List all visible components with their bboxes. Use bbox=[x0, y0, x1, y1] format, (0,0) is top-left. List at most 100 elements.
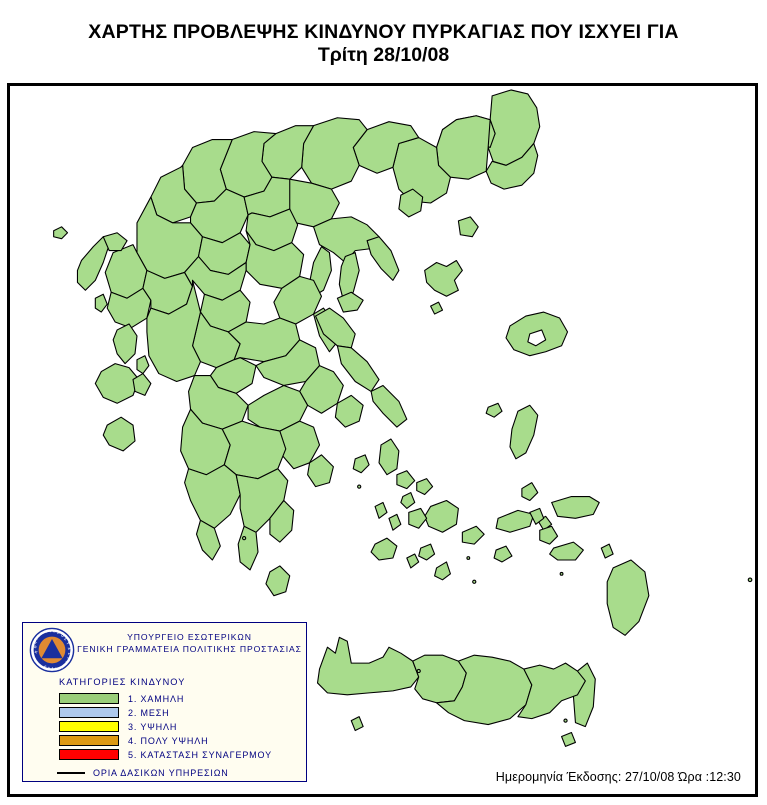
svg-text:Λ: Λ bbox=[33, 640, 38, 645]
svg-text:Ι: Ι bbox=[35, 637, 38, 641]
svg-text:Π: Π bbox=[34, 650, 39, 654]
island-folegandros bbox=[406, 553, 420, 569]
svg-text:Κ: Κ bbox=[44, 630, 47, 634]
island-corfu-north bbox=[102, 232, 128, 252]
legend-row-alarm: 5. ΚΑΤΑΣΤΑΣΗ ΣΥΝΑΓΕΡΜΟΥ bbox=[59, 748, 306, 761]
island-andros bbox=[378, 438, 400, 476]
island-paros bbox=[408, 507, 428, 529]
svg-text:Τ: Τ bbox=[65, 642, 70, 647]
region-xanthi-s bbox=[436, 115, 491, 180]
island-samos bbox=[551, 495, 600, 519]
island-paxoi bbox=[94, 293, 108, 313]
island-leros bbox=[529, 507, 545, 525]
legend-header: Π Ο Λ Ι Τ Ι Κ Η Π Ρ Ο Σ Τ Α Σ Ι Α bbox=[23, 623, 306, 675]
greece-fire-risk-map[interactable] bbox=[10, 86, 755, 794]
region-heraklion bbox=[436, 654, 533, 726]
island-rodos bbox=[606, 559, 650, 636]
swatch-risk-4 bbox=[59, 735, 119, 746]
svg-text:Ι: Ι bbox=[66, 657, 70, 658]
island-thasos bbox=[398, 188, 424, 218]
island-limnos bbox=[424, 259, 463, 297]
island-kos bbox=[549, 541, 584, 561]
title-line-date: Τρίτη 28/10/08 bbox=[317, 44, 450, 67]
svg-text:Λ: Λ bbox=[51, 667, 54, 671]
island-lefkada bbox=[112, 323, 138, 365]
region-messinia bbox=[184, 464, 241, 529]
island-psara bbox=[485, 402, 503, 418]
swatch-risk-5 bbox=[59, 749, 119, 760]
region-aitoloakarnania bbox=[146, 279, 202, 383]
ministry-titles: ΥΠΟΥΡΓΕΙΟ ΕΣΩΤΕΡΙΚΩΝ ΓΕΝΙΚΗ ΓΡΑΜΜΑΤΕΙΑ Π… bbox=[77, 631, 302, 656]
island-kalymnos bbox=[539, 525, 559, 545]
region-lakonia-east bbox=[269, 499, 295, 543]
island-samothraki bbox=[457, 216, 479, 238]
risk-categories-heading: ΚΑΤΗΓΟΡΙΕΣ ΚΙΝΔΥΝΟΥ bbox=[59, 677, 186, 687]
region-evia-south bbox=[370, 384, 408, 428]
ministry-line-1: ΥΠΟΥΡΓΕΙΟ ΕΣΩΤΕΡΙΚΩΝ bbox=[127, 632, 252, 642]
boundary-line-symbol bbox=[57, 772, 85, 774]
svg-text:Ι: Ι bbox=[41, 632, 43, 636]
svg-text:Ρ: Ρ bbox=[57, 631, 61, 636]
svg-text:Η: Η bbox=[48, 629, 51, 633]
issue-date-stamp: Ημερομηνία Έκδοσης: 27/10/08 Ώρα :12:30 bbox=[495, 770, 741, 784]
svg-text:Α: Α bbox=[64, 661, 69, 665]
svg-text:Α: Α bbox=[54, 667, 58, 671]
legend-row-medium: 2. ΜΕΣΗ bbox=[59, 706, 306, 719]
legend-label-risk-2: 2. ΜΕΣΗ bbox=[128, 707, 170, 718]
island-ikaria bbox=[495, 509, 535, 533]
svg-text:Ε: Ε bbox=[44, 665, 48, 670]
island-naxos bbox=[424, 499, 459, 533]
island-symi bbox=[600, 543, 614, 559]
region-mani-tip bbox=[237, 525, 259, 571]
region-messinia-tip bbox=[195, 519, 221, 561]
islet-dot-1 bbox=[241, 536, 247, 541]
region-attiki-east bbox=[334, 394, 364, 428]
svg-text:Ο: Ο bbox=[33, 645, 38, 650]
islet-dot-2 bbox=[357, 484, 362, 489]
region-evia-north bbox=[314, 307, 356, 349]
svg-text:Α: Α bbox=[60, 665, 64, 670]
legend-label-risk-1: 1. ΧΑΜΗΛΗ bbox=[128, 693, 185, 704]
island-serifos bbox=[374, 501, 388, 519]
island-milos bbox=[370, 537, 398, 561]
region-chania bbox=[316, 636, 420, 696]
svg-text:Τ: Τ bbox=[37, 633, 41, 638]
svg-text:Δ: Δ bbox=[57, 666, 61, 671]
legend-label-risk-5: 5. ΚΑΤΑΣΤΑΣΗ ΣΥΝΑΓΕΡΜΟΥ bbox=[128, 749, 272, 760]
legend-row-high: 3. ΥΨΗΛΗ bbox=[59, 720, 306, 733]
island-chios bbox=[509, 404, 539, 460]
island-tinos bbox=[396, 470, 416, 490]
legend-label-risk-3: 3. ΥΨΗΛΗ bbox=[128, 721, 178, 732]
title-line-primary: ΧΑΡΤΗΣ ΠΡΟΒΛΕΨΗΣ ΚΙΝΔΥΝΟΥ ΠΥΡΚΑΓΙΑΣ ΠΟΥ … bbox=[88, 21, 679, 43]
islet-dot-3 bbox=[472, 579, 477, 584]
island-santorini bbox=[434, 561, 451, 581]
civil-protection-emblem: Π Ο Λ Ι Τ Ι Κ Η Π Ρ Ο Σ Τ Α Σ Ι Α bbox=[29, 627, 75, 673]
swatch-risk-2 bbox=[59, 707, 119, 718]
islet-dot-10 bbox=[559, 571, 564, 576]
islet-dot-9 bbox=[466, 556, 471, 560]
island-amorgos bbox=[461, 525, 485, 545]
svg-text:Π: Π bbox=[53, 629, 57, 634]
island-sifnos bbox=[388, 513, 402, 531]
svg-text:Α: Α bbox=[67, 647, 72, 651]
swatch-risk-3 bbox=[59, 721, 119, 732]
island-kasos bbox=[561, 731, 576, 747]
region-kavala bbox=[392, 137, 451, 204]
islet-dot-7 bbox=[416, 668, 421, 674]
island-ios bbox=[418, 543, 436, 561]
map-frame: Π Ο Λ Ι Τ Ι Κ Η Π Ρ Ο Σ Τ Α Σ Ι Α bbox=[7, 83, 758, 797]
svg-text:Λ: Λ bbox=[48, 666, 51, 670]
svg-text:Σ: Σ bbox=[67, 652, 71, 655]
island-ithaki bbox=[136, 355, 150, 375]
region-evia-mid bbox=[336, 345, 380, 392]
svg-text:Ο: Ο bbox=[60, 633, 65, 638]
region-lasithi bbox=[517, 662, 586, 720]
islet-dot-5 bbox=[563, 718, 568, 723]
island-syros bbox=[400, 492, 416, 509]
island-kefalonia bbox=[94, 363, 140, 404]
ministry-line-2: ΓΕΝΙΚΗ ΓΡΑΜΜΑΤΕΙΑ ΠΟΛΙΤΙΚΗΣ ΠΡΟΣΤΑΣΙΑΣ bbox=[77, 644, 302, 655]
island-astypalaia bbox=[493, 545, 513, 563]
island-corfu bbox=[76, 236, 110, 291]
island-lesvos-gulf bbox=[527, 329, 547, 347]
islet-dot-6 bbox=[747, 577, 753, 583]
